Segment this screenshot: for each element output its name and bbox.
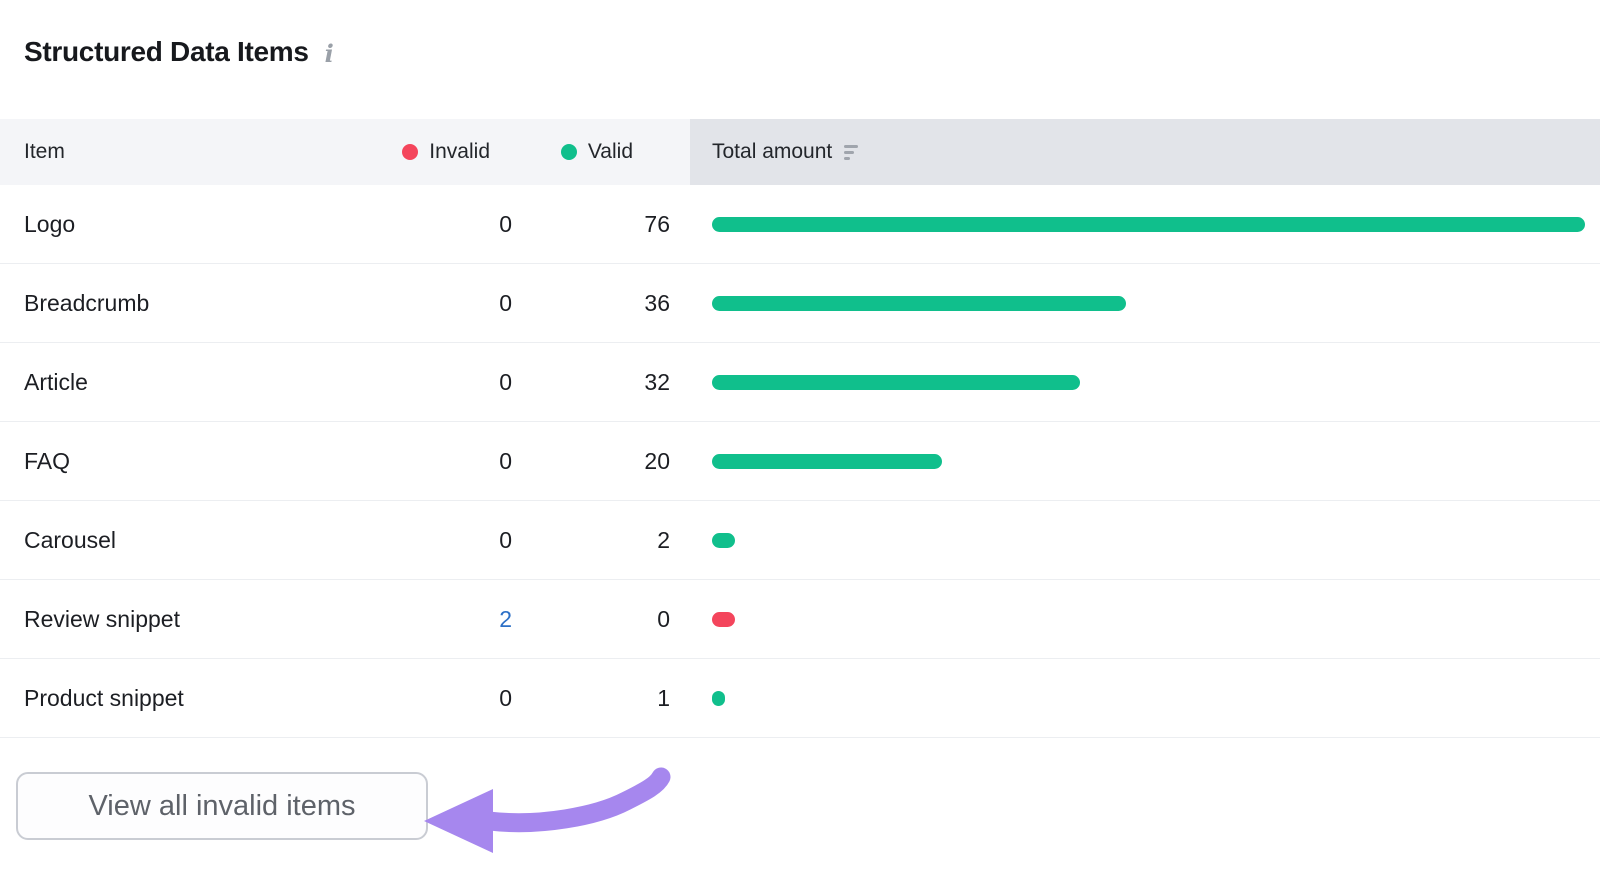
- invalid-legend: Invalid: [402, 140, 490, 164]
- item-label: Article: [24, 368, 88, 395]
- bar-track: [712, 295, 1585, 311]
- table-row: Breadcrumb 0 36: [0, 264, 1600, 343]
- annotation-arrow: [424, 767, 671, 853]
- valid-legend: Valid: [560, 140, 633, 164]
- bar-track: [712, 532, 1585, 548]
- column-header-total-amount[interactable]: Total amount: [690, 119, 1600, 185]
- total-amount-label: Total amount: [712, 140, 833, 163]
- item-label: Logo: [24, 210, 76, 237]
- table-row: Article 0 32: [0, 343, 1600, 422]
- invalid-count: 0: [499, 289, 512, 316]
- bar-track: [712, 374, 1585, 390]
- total-amount-bar: [712, 532, 735, 548]
- widget-header: Structured Data Items i: [24, 36, 334, 68]
- invalid-dot-icon: [402, 144, 419, 160]
- table-row: Carousel 0 2: [0, 501, 1600, 580]
- bar-track: [712, 216, 1585, 232]
- item-label: Review snippet: [24, 605, 180, 632]
- bar-track: [712, 453, 1585, 469]
- column-header-invalid: Invalid: [376, 119, 512, 185]
- table-header: Item Invalid Valid Total amount: [0, 119, 1600, 185]
- bar-track: [712, 611, 1585, 627]
- invalid-count: 0: [499, 447, 512, 474]
- table-row: Review snippet 2 0: [0, 580, 1600, 659]
- sort-descending-icon[interactable]: [844, 144, 862, 161]
- column-header-valid: Valid: [512, 119, 690, 185]
- table-row: Logo 0 76: [0, 185, 1600, 264]
- invalid-count: 0: [499, 526, 512, 553]
- valid-count: 2: [657, 526, 670, 553]
- valid-count: 20: [644, 447, 670, 474]
- valid-count: 36: [644, 289, 670, 316]
- column-header-item-label: Item: [24, 140, 65, 163]
- page-title: Structured Data Items: [24, 36, 309, 67]
- total-amount-bar: [712, 374, 1080, 390]
- invalid-count[interactable]: 2: [499, 605, 512, 632]
- valid-count: 76: [644, 210, 670, 237]
- invalid-count: 0: [499, 684, 512, 711]
- valid-count: 0: [657, 605, 670, 632]
- item-label: Breadcrumb: [24, 289, 150, 316]
- bar-track: [712, 690, 1585, 706]
- valid-dot-icon: [560, 144, 577, 160]
- table-row: FAQ 0 20: [0, 422, 1600, 501]
- total-amount-bar: [712, 690, 725, 706]
- invalid-legend-label: Invalid: [429, 140, 490, 163]
- view-all-invalid-items-button[interactable]: View all invalid items: [16, 772, 428, 840]
- item-label: Carousel: [24, 526, 117, 553]
- total-amount-bar: [712, 216, 1585, 232]
- invalid-count: 0: [499, 210, 512, 237]
- valid-count: 1: [657, 684, 670, 711]
- valid-count: 32: [644, 368, 670, 395]
- total-amount-bar: [712, 295, 1126, 311]
- column-header-item: Item: [0, 119, 376, 185]
- item-label: Product snippet: [24, 684, 184, 711]
- table-body: Logo 0 76 Breadcrumb 0 36: [0, 185, 1600, 738]
- valid-legend-label: Valid: [587, 140, 633, 163]
- item-label: FAQ: [24, 447, 71, 474]
- table-row: Product snippet 0 1: [0, 659, 1600, 738]
- total-amount-bar: [712, 611, 735, 627]
- invalid-count: 0: [499, 368, 512, 395]
- info-icon[interactable]: i: [324, 39, 334, 68]
- total-amount-bar: [712, 453, 942, 469]
